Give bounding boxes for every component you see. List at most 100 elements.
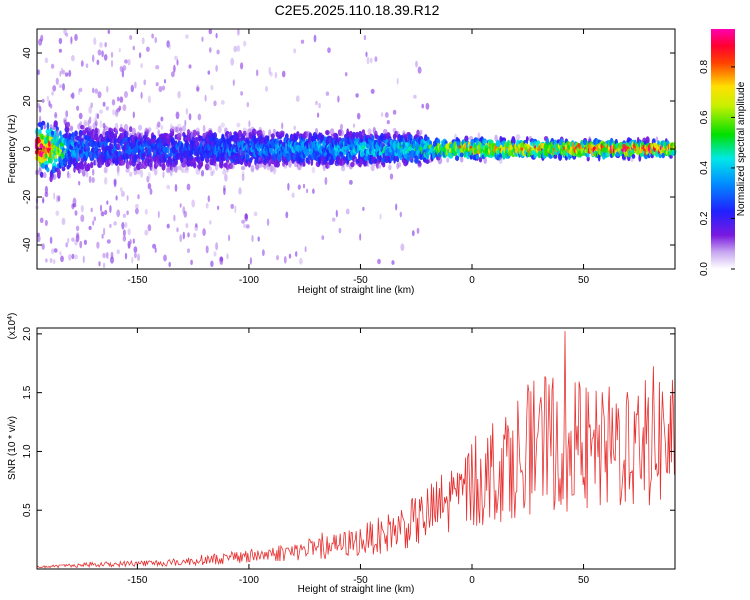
heat-cell: [137, 194, 140, 200]
heat-cell: [99, 42, 103, 48]
heat-cell: [103, 227, 106, 236]
heat-cell: [400, 243, 405, 251]
heat-cell: [173, 64, 176, 73]
heat-cell: [85, 171, 89, 178]
heat-cell: [149, 188, 153, 195]
heat-cell: [217, 205, 220, 210]
heat-cell: [53, 120, 58, 127]
heat-cell: [127, 228, 131, 236]
heat-cell: [40, 34, 44, 42]
heat-cell: [41, 98, 45, 103]
heat-cell: [204, 94, 207, 102]
heat-cell: [253, 211, 258, 217]
heat-cell: [459, 152, 464, 158]
heat-cell: [54, 111, 58, 118]
heat-cell: [92, 168, 95, 176]
heat-cell: [43, 172, 47, 179]
heat-cell: [38, 165, 42, 173]
heat-cell: [661, 152, 665, 159]
heat-cell: [275, 161, 280, 168]
heat-cell: [272, 166, 277, 175]
heat-cell: [103, 125, 108, 131]
heat-cell: [175, 111, 180, 120]
heat-cell: [202, 228, 206, 237]
heat-cell: [200, 170, 205, 177]
heat-cell: [312, 188, 315, 194]
heat-cell: [266, 218, 270, 226]
heat-cell: [185, 108, 189, 115]
heat-cell: [280, 132, 285, 138]
heat-cell: [220, 122, 225, 128]
heat-cell: [174, 184, 178, 192]
spectrogram-y-axis-label: Frequency (Hz): [7, 115, 18, 184]
heat-cell: [126, 210, 129, 216]
heat-cell: [407, 156, 411, 162]
heat-cell: [124, 59, 128, 64]
heat-cell: [229, 163, 235, 170]
heat-cell: [236, 122, 241, 128]
heat-cell: [50, 130, 55, 136]
heat-cell: [314, 127, 319, 135]
heat-cell: [396, 77, 399, 85]
heat-cell: [83, 239, 87, 245]
heat-cell: [157, 121, 161, 128]
heat-cell: [185, 139, 189, 146]
heat-cell: [177, 91, 181, 99]
heat-cell: [102, 252, 106, 259]
heat-cell: [116, 96, 120, 102]
heat-cell: [274, 71, 278, 79]
heat-cell: [135, 203, 139, 209]
heat-cell: [187, 248, 190, 253]
heat-cell: [74, 210, 78, 216]
heat-cell: [170, 166, 175, 172]
heat-cell: [391, 260, 395, 265]
heat-cell: [597, 153, 601, 162]
y-tick-label: 2.0: [22, 326, 33, 340]
heat-cell: [132, 45, 136, 51]
heat-cell: [176, 59, 179, 66]
heat-cell: [139, 132, 144, 139]
heat-cell: [147, 224, 152, 232]
heat-cell: [221, 133, 225, 141]
heat-cell: [288, 160, 292, 168]
heat-cell: [144, 229, 149, 236]
heat-cell: [155, 65, 160, 70]
heat-cell: [293, 125, 297, 131]
heat-cell: [363, 35, 367, 41]
colorbar-tick-label: 0.2: [699, 211, 710, 225]
heat-cell: [61, 217, 66, 226]
x-tick-label: 50: [578, 275, 590, 286]
heat-cell: [386, 120, 390, 125]
heat-cell: [291, 192, 295, 198]
heat-cell: [40, 171, 44, 178]
heat-cell: [281, 70, 286, 78]
heat-cell: [147, 171, 151, 180]
heat-cell: [210, 84, 214, 91]
heat-cell: [209, 220, 212, 225]
heat-cell: [55, 77, 59, 85]
heat-cell: [104, 177, 108, 185]
heat-cell: [113, 178, 117, 186]
heat-cell: [161, 85, 166, 91]
heat-cell: [58, 48, 63, 53]
heat-cell: [236, 158, 241, 165]
heat-cell: [185, 34, 189, 39]
heat-cell: [379, 155, 382, 163]
heat-cell: [174, 165, 178, 173]
heat-cell: [236, 45, 241, 52]
heat-cell: [96, 113, 100, 119]
heat-cell: [98, 261, 101, 267]
heat-cell: [159, 161, 162, 167]
heat-cell: [162, 171, 165, 179]
heat-cell: [262, 249, 265, 257]
heat-cell: [392, 109, 397, 115]
heat-cell: [246, 101, 250, 108]
heat-cell: [168, 43, 171, 50]
heat-cell: [151, 33, 154, 39]
heat-cell: [100, 211, 105, 217]
heat-cell: [146, 46, 150, 52]
heat-cell: [113, 221, 117, 226]
heat-cell: [124, 252, 128, 260]
heat-cell: [122, 229, 126, 237]
heat-cell: [216, 49, 220, 55]
